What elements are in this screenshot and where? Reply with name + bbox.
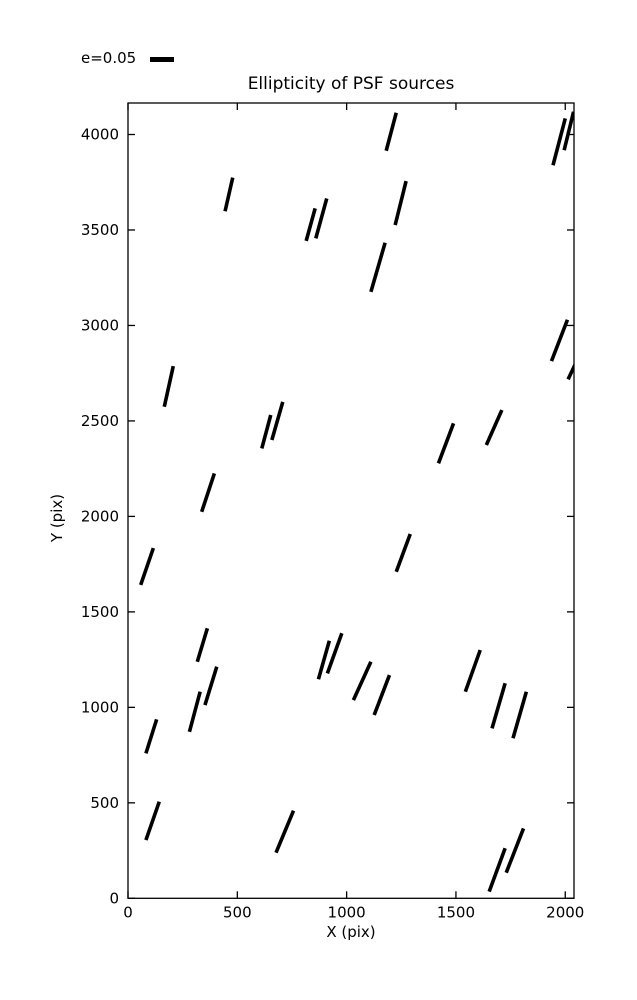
psf-stick <box>144 718 159 754</box>
psf-stick <box>463 649 482 693</box>
psf-stick <box>484 409 504 446</box>
y-tick-label: 3500 <box>81 221 119 239</box>
y-tick-label: 1500 <box>81 603 119 621</box>
legend-line-sample <box>150 57 174 62</box>
legend: e=0.05 <box>81 48 136 68</box>
psf-stick <box>436 422 456 464</box>
psf-stick <box>195 627 210 663</box>
y-tick-label: 2000 <box>81 507 119 525</box>
psf-stick <box>187 691 202 733</box>
x-tick-label: 500 <box>223 903 252 921</box>
x-axis-label: X (pix) <box>326 923 376 941</box>
y-tick-label: 0 <box>109 889 119 907</box>
psf-stick <box>504 827 526 874</box>
psf-stick <box>260 414 273 449</box>
psf-stick <box>314 197 329 239</box>
psf-stick <box>304 207 317 242</box>
psf-stick <box>487 847 507 893</box>
psf-stick <box>223 177 235 212</box>
psf-stick <box>372 674 392 716</box>
psf-stick <box>566 362 574 381</box>
psf-stick <box>551 118 567 166</box>
axes-frame <box>127 102 575 899</box>
x-tick-label: 1500 <box>437 903 475 921</box>
psf-stick <box>199 472 217 513</box>
x-tick-label: 1000 <box>328 903 366 921</box>
legend-label: e=0.05 <box>81 49 137 67</box>
psf-stick <box>384 112 398 152</box>
y-tick-label: 3000 <box>81 316 119 334</box>
x-tick-label: 0 <box>123 903 133 921</box>
y-tick-label: 500 <box>90 794 119 812</box>
psf-stick <box>490 682 507 729</box>
y-tick-label: 4000 <box>81 126 119 144</box>
psf-stick <box>138 547 156 586</box>
chart-title: Ellipticity of PSF sources <box>247 74 455 94</box>
y-tick-label: 1000 <box>81 698 119 716</box>
psf-stick <box>369 242 387 293</box>
x-tick-label: 2000 <box>546 903 584 921</box>
y-axis-label: Y (pix) <box>48 493 66 543</box>
psf-stick <box>325 632 344 674</box>
psf-stick <box>144 801 161 841</box>
psf-stick <box>316 640 332 680</box>
psf-stick <box>270 401 285 441</box>
psf-stick <box>549 319 570 362</box>
psf-stick <box>203 666 219 706</box>
psf-stick <box>511 691 529 739</box>
psf-stick <box>162 365 176 408</box>
psf-stick <box>351 660 373 701</box>
psf-stick <box>274 809 296 854</box>
psf-stick <box>394 533 412 573</box>
psf-stick <box>562 111 574 151</box>
psf-stick <box>393 180 408 226</box>
y-tick-label: 2500 <box>81 412 119 430</box>
